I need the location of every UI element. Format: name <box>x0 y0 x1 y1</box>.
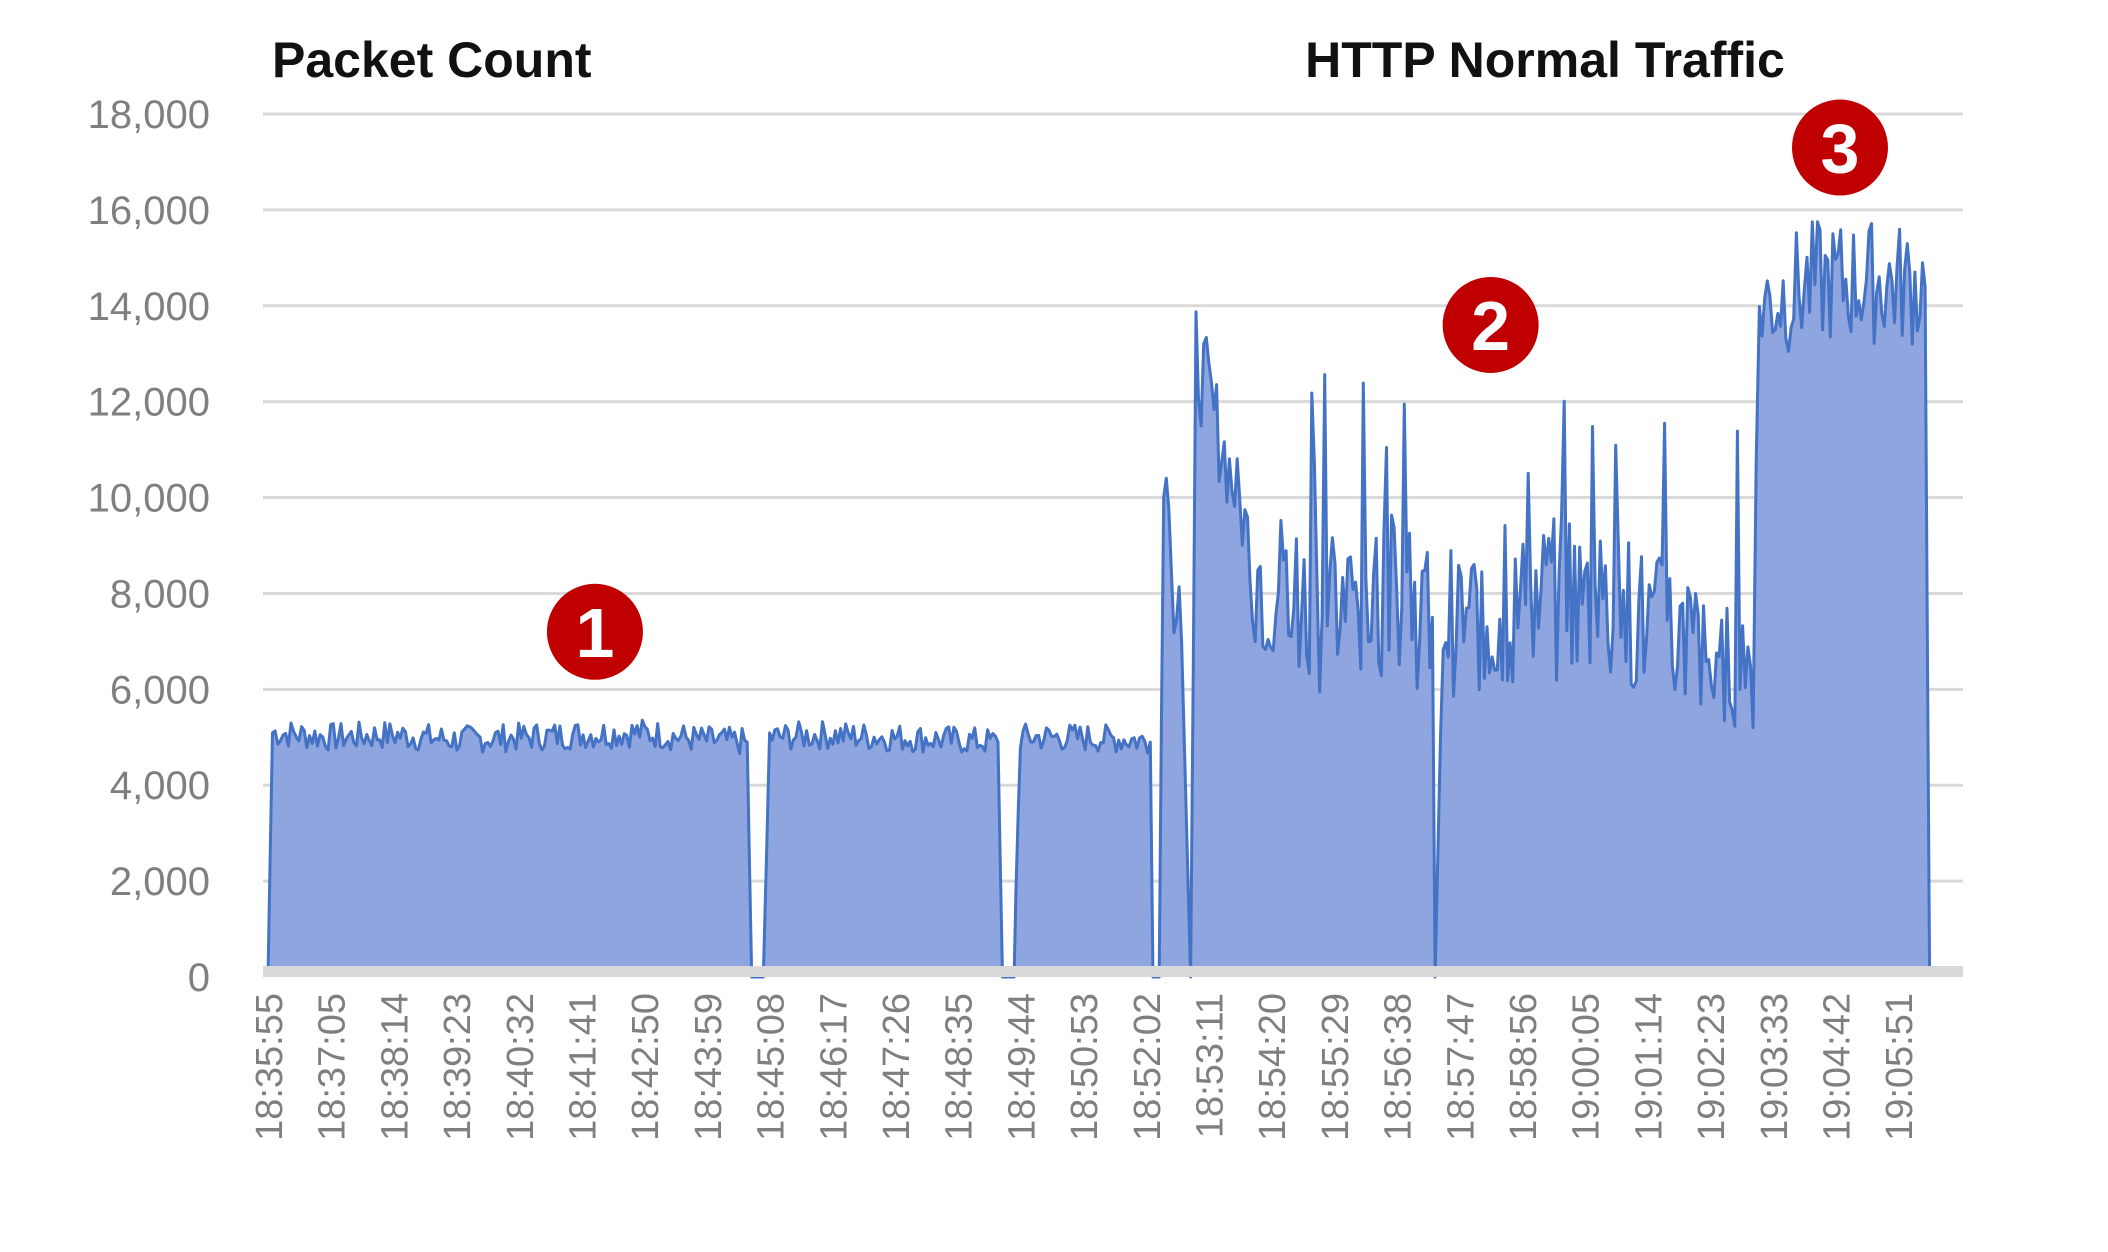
x-tick-label: 19:05:51 <box>1879 993 1921 1141</box>
x-tick-label: 18:50:53 <box>1064 993 1106 1141</box>
annotation-marker: 3 <box>1791 99 1888 196</box>
x-tick-label: 18:39:23 <box>437 993 479 1141</box>
annotation-circle <box>1791 99 1888 196</box>
x-tick-label: 18:45:08 <box>751 993 793 1141</box>
series-line <box>266 220 1932 979</box>
y-axis-ticks: 0 2,000 4,000 6,000 8,000 10,000 12,000 14,000 1… <box>88 93 210 1000</box>
x-tick-label: 18:52:02 <box>1127 993 1169 1141</box>
x-tick-label: 19:02:23 <box>1691 993 1733 1141</box>
annotation-circle <box>546 583 643 680</box>
y-tick-label: 4,000 <box>110 764 210 808</box>
x-axis-line <box>263 966 1963 977</box>
annotation-marker: 1 <box>546 583 643 680</box>
x-tick-label: 19:00:05 <box>1566 993 1608 1141</box>
x-tick-label: 18:54:20 <box>1252 993 1294 1141</box>
x-tick-label: 18:41:41 <box>563 993 605 1141</box>
y-tick-label: 12,000 <box>88 381 210 425</box>
y-tick-label: 16,000 <box>88 189 210 233</box>
x-tick-label: 18:40:32 <box>500 993 542 1141</box>
y-tick-label: 8,000 <box>110 572 210 616</box>
annotation-label: 2 <box>1471 287 1510 365</box>
series-area-fill <box>268 221 1930 978</box>
x-tick-label: 18:42:50 <box>625 993 667 1141</box>
annotation-circle <box>1442 276 1539 373</box>
x-tick-label: 18:38:14 <box>374 993 416 1141</box>
annotation-markers: 1 2 3 <box>546 99 1888 680</box>
x-tick-label: 18:35:55 <box>249 993 291 1141</box>
x-tick-label: 18:43:59 <box>688 993 730 1141</box>
x-tick-label: 18:56:38 <box>1378 993 1420 1141</box>
x-axis-ticks: 18:35:55 18:37:05 18:38:14 18:39:23 18:40:32… <box>249 993 1921 1141</box>
x-tick-label: 18:49:44 <box>1001 993 1043 1141</box>
x-tick-label: 18:37:05 <box>312 993 354 1141</box>
x-tick-label: 18:55:29 <box>1315 993 1357 1141</box>
x-tick-label: 18:58:56 <box>1503 993 1545 1141</box>
y-tick-label: 18,000 <box>88 93 210 137</box>
x-tick-label: 19:04:42 <box>1817 993 1859 1141</box>
annotation-label: 3 <box>1821 110 1860 188</box>
x-tick-label: 18:53:11 <box>1190 993 1232 1138</box>
annotation-label: 1 <box>575 594 614 672</box>
x-tick-label: 19:01:14 <box>1628 993 1670 1141</box>
x-tick-label: 18:48:35 <box>939 993 981 1141</box>
x-tick-label: 18:57:47 <box>1440 993 1482 1141</box>
y-tick-label: 10,000 <box>88 477 210 521</box>
series-area <box>266 220 1932 979</box>
x-tick-label: 18:46:17 <box>813 993 855 1141</box>
x-tick-label: 19:03:33 <box>1754 993 1796 1141</box>
x-tick-label: 18:47:26 <box>876 993 918 1141</box>
y-tick-label: 2,000 <box>110 860 210 904</box>
chart-title: HTTP Normal Traffic <box>1305 32 1785 88</box>
y-tick-label: 6,000 <box>110 668 210 712</box>
y-tick-label: 14,000 <box>88 285 210 329</box>
y-tick-label: 0 <box>188 956 210 1000</box>
annotation-marker: 2 <box>1442 276 1539 373</box>
y-axis-label: Packet Count <box>272 32 592 88</box>
